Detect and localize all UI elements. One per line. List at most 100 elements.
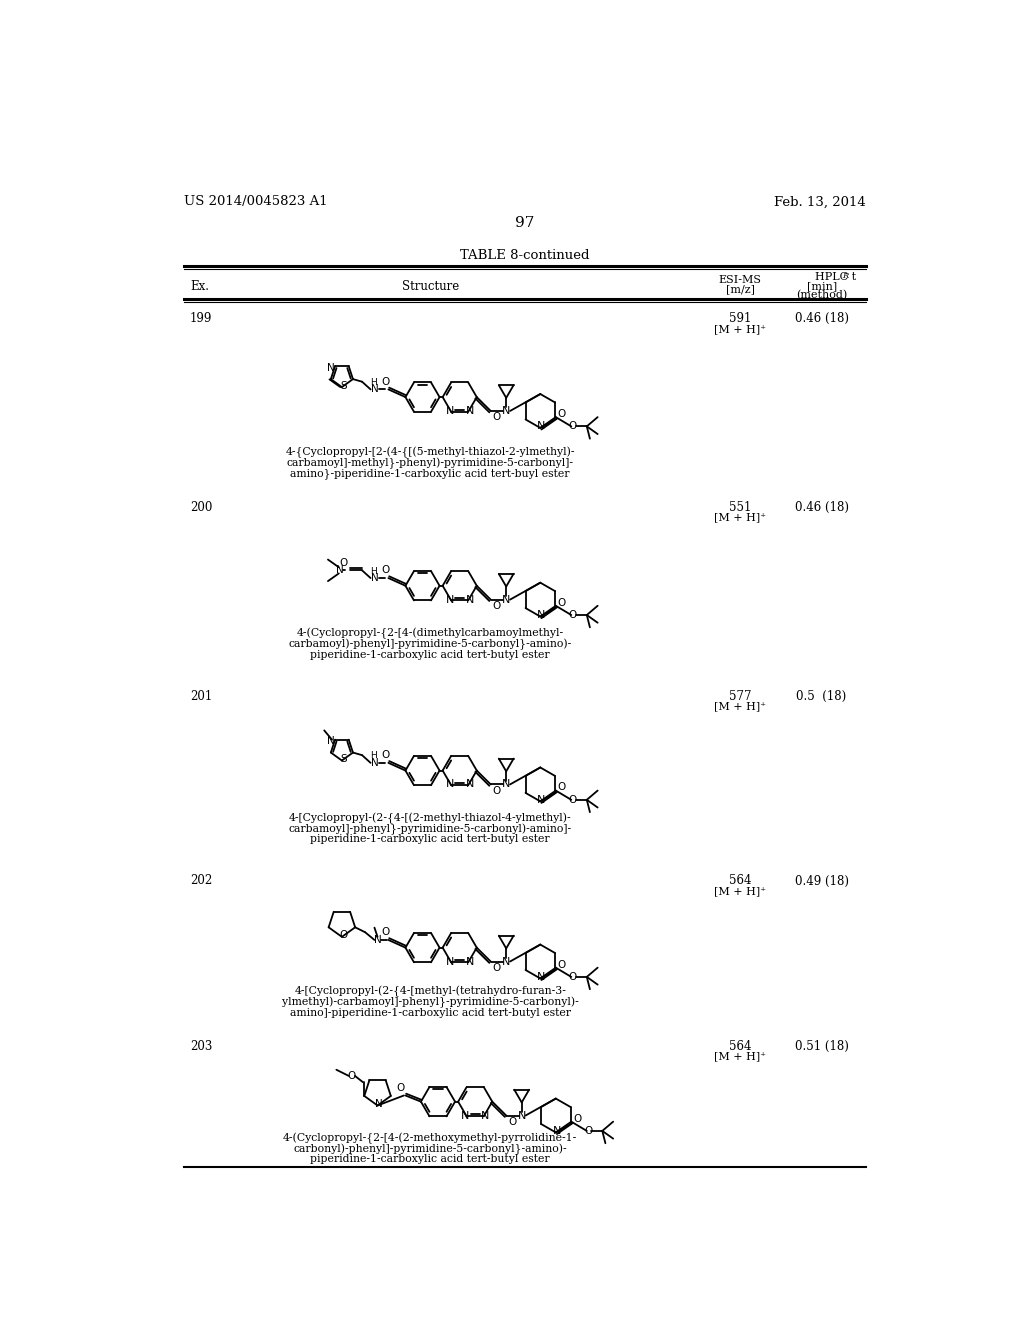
Text: carbamoyl]-methyl}-phenyl)-pyrimidine-5-carbonyl]-: carbamoyl]-methyl}-phenyl)-pyrimidine-5-… bbox=[287, 458, 573, 470]
Text: O: O bbox=[558, 598, 566, 607]
Text: O: O bbox=[585, 1126, 593, 1137]
Text: HPLC t: HPLC t bbox=[815, 272, 856, 281]
Text: N: N bbox=[537, 795, 545, 805]
Text: [M + H]⁺: [M + H]⁺ bbox=[715, 886, 766, 896]
Text: O: O bbox=[339, 931, 347, 940]
Text: (method): (method) bbox=[796, 290, 847, 301]
Text: R: R bbox=[843, 272, 849, 280]
Text: Feb. 13, 2014: Feb. 13, 2014 bbox=[774, 195, 866, 209]
Text: ESI-MS: ESI-MS bbox=[719, 276, 762, 285]
Text: piperidine-1-carboxylic acid tert-butyl ester: piperidine-1-carboxylic acid tert-butyl … bbox=[310, 649, 550, 660]
Text: N: N bbox=[374, 935, 381, 945]
Text: H: H bbox=[371, 751, 377, 760]
Text: 0.46 (18): 0.46 (18) bbox=[795, 502, 849, 513]
Text: O: O bbox=[568, 421, 577, 432]
Text: amino]-piperidine-1-carboxylic acid tert-butyl ester: amino]-piperidine-1-carboxylic acid tert… bbox=[290, 1007, 570, 1018]
Text: N: N bbox=[466, 594, 474, 605]
Text: [M + H]⁺: [M + H]⁺ bbox=[715, 323, 766, 334]
Text: O: O bbox=[396, 1082, 404, 1093]
Text: 4-[Cyclopropyl-(2-{4-[(2-methyl-thiazol-4-ylmethyl)-: 4-[Cyclopropyl-(2-{4-[(2-methyl-thiazol-… bbox=[289, 813, 571, 824]
Text: S: S bbox=[340, 754, 347, 764]
Text: 200: 200 bbox=[190, 502, 212, 513]
Text: 97: 97 bbox=[515, 216, 535, 230]
Text: 551: 551 bbox=[729, 502, 752, 513]
Text: amino}-piperidine-1-carboxylic acid tert-buyl ester: amino}-piperidine-1-carboxylic acid tert… bbox=[291, 469, 570, 479]
Text: Ex.: Ex. bbox=[190, 280, 209, 293]
Text: carbamoyl]-phenyl}-pyrimidine-5-carbonyl)-amino]-: carbamoyl]-phenyl}-pyrimidine-5-carbonyl… bbox=[289, 824, 571, 836]
Text: N: N bbox=[445, 957, 454, 966]
Text: 4-[Cyclopropyl-(2-{4-[methyl-(tetrahydro-furan-3-: 4-[Cyclopropyl-(2-{4-[methyl-(tetrahydro… bbox=[294, 986, 566, 998]
Text: N: N bbox=[537, 421, 545, 432]
Text: 201: 201 bbox=[190, 689, 212, 702]
Text: O: O bbox=[558, 960, 566, 970]
Text: N: N bbox=[502, 407, 510, 416]
Text: N: N bbox=[445, 407, 454, 416]
Text: piperidine-1-carboxylic acid tert-butyl ester: piperidine-1-carboxylic acid tert-butyl … bbox=[310, 1154, 550, 1164]
Text: N: N bbox=[466, 779, 474, 789]
Text: O: O bbox=[558, 783, 566, 792]
Text: O: O bbox=[381, 376, 389, 387]
Text: 564: 564 bbox=[729, 1040, 752, 1053]
Text: O: O bbox=[568, 610, 577, 620]
Text: N: N bbox=[337, 565, 344, 576]
Text: 4-(Cyclopropyl-{2-[4-(2-methoxymethyl-pyrrolidine-1-: 4-(Cyclopropyl-{2-[4-(2-methoxymethyl-py… bbox=[283, 1133, 578, 1144]
Text: O: O bbox=[493, 412, 501, 422]
Text: N: N bbox=[461, 1110, 469, 1121]
Text: [min]: [min] bbox=[807, 281, 837, 290]
Text: [M + H]⁺: [M + H]⁺ bbox=[715, 1052, 766, 1061]
Text: 564: 564 bbox=[729, 874, 752, 887]
Text: N: N bbox=[445, 594, 454, 605]
Text: O: O bbox=[508, 1117, 516, 1127]
Text: N: N bbox=[481, 1110, 489, 1121]
Text: N: N bbox=[371, 573, 378, 583]
Text: S: S bbox=[340, 380, 347, 391]
Text: N: N bbox=[371, 758, 378, 768]
Text: Structure: Structure bbox=[401, 280, 459, 293]
Text: O: O bbox=[348, 1071, 356, 1081]
Text: 0.5  (18): 0.5 (18) bbox=[797, 689, 847, 702]
Text: N: N bbox=[502, 779, 510, 789]
Text: O: O bbox=[568, 972, 577, 982]
Text: [m/z]: [m/z] bbox=[726, 285, 755, 294]
Text: H: H bbox=[371, 378, 377, 387]
Text: N: N bbox=[466, 957, 474, 966]
Text: 199: 199 bbox=[190, 313, 212, 326]
Text: N: N bbox=[466, 407, 474, 416]
Text: 4-(Cyclopropyl-{2-[4-(dimethylcarbamoylmethyl-: 4-(Cyclopropyl-{2-[4-(dimethylcarbamoylm… bbox=[297, 628, 564, 639]
Text: O: O bbox=[493, 601, 501, 611]
Text: ylmethyl)-carbamoyl]-phenyl}-pyrimidine-5-carbonyl)-: ylmethyl)-carbamoyl]-phenyl}-pyrimidine-… bbox=[282, 997, 579, 1008]
Text: N: N bbox=[371, 384, 378, 395]
Text: O: O bbox=[381, 565, 389, 576]
Text: [M + H]⁺: [M + H]⁺ bbox=[715, 701, 766, 711]
Text: N: N bbox=[537, 610, 545, 620]
Text: O: O bbox=[493, 962, 501, 973]
Text: 0.49 (18): 0.49 (18) bbox=[795, 874, 849, 887]
Text: N: N bbox=[502, 957, 510, 966]
Text: 591: 591 bbox=[729, 313, 752, 326]
Text: O: O bbox=[381, 927, 389, 937]
Text: N: N bbox=[375, 1100, 383, 1109]
Text: US 2014/0045823 A1: US 2014/0045823 A1 bbox=[183, 195, 328, 209]
Text: N: N bbox=[328, 737, 335, 746]
Text: N: N bbox=[445, 779, 454, 789]
Text: N: N bbox=[328, 363, 335, 372]
Text: carbonyl)-phenyl]-pyrimidine-5-carbonyl}-amino)-: carbonyl)-phenyl]-pyrimidine-5-carbonyl}… bbox=[294, 1143, 567, 1155]
Text: O: O bbox=[573, 1114, 582, 1123]
Text: 0.46 (18): 0.46 (18) bbox=[795, 313, 849, 326]
Text: 4-{Cyclopropyl-[2-(4-{[(5-methyl-thiazol-2-ylmethyl)-: 4-{Cyclopropyl-[2-(4-{[(5-methyl-thiazol… bbox=[286, 447, 575, 458]
Text: 577: 577 bbox=[729, 689, 752, 702]
Text: 203: 203 bbox=[190, 1040, 212, 1053]
Text: TABLE 8-continued: TABLE 8-continued bbox=[460, 249, 590, 263]
Text: carbamoyl)-phenyl]-pyrimidine-5-carbonyl}-amino)-: carbamoyl)-phenyl]-pyrimidine-5-carbonyl… bbox=[289, 639, 571, 651]
Text: N: N bbox=[537, 972, 545, 982]
Text: O: O bbox=[558, 409, 566, 418]
Text: piperidine-1-carboxylic acid tert-butyl ester: piperidine-1-carboxylic acid tert-butyl … bbox=[310, 834, 550, 845]
Text: N: N bbox=[517, 1110, 526, 1121]
Text: O: O bbox=[339, 557, 347, 568]
Text: N: N bbox=[502, 594, 510, 605]
Text: N: N bbox=[552, 1126, 561, 1137]
Text: [M + H]⁺: [M + H]⁺ bbox=[715, 512, 766, 523]
Text: O: O bbox=[381, 750, 389, 760]
Text: 0.51 (18): 0.51 (18) bbox=[795, 1040, 849, 1053]
Text: 202: 202 bbox=[190, 874, 212, 887]
